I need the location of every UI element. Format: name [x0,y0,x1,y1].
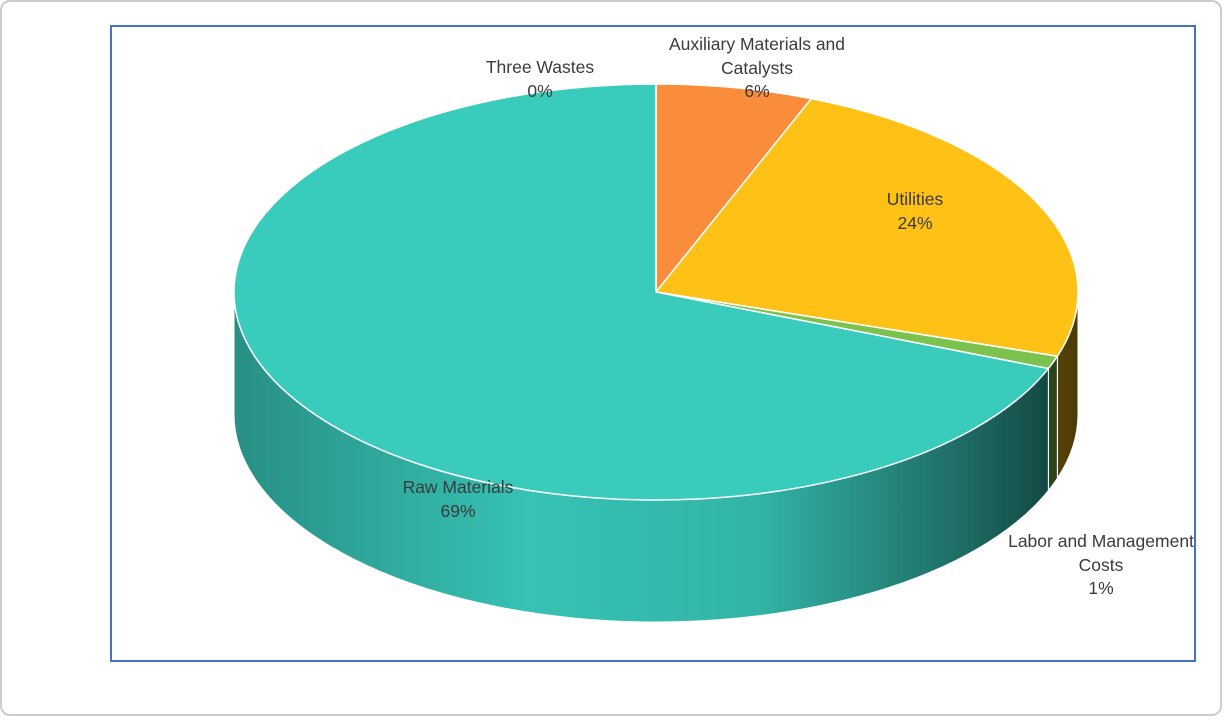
pie-slice-utilities[interactable] [655,97,1079,358]
pie-slice-raw-materials[interactable] [233,83,1050,501]
pie-slice-side-labor-and-management-costs[interactable] [1047,354,1058,492]
pie-slice-auxiliary-materials-and-catalysts[interactable] [655,83,813,293]
